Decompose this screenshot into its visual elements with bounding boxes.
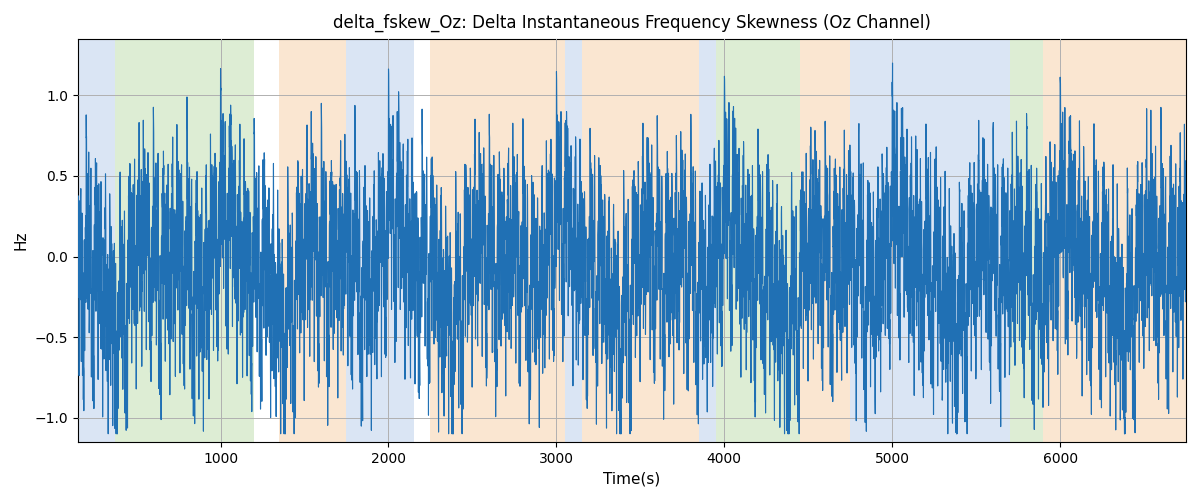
Bar [716,39,800,442]
Title: delta_fskew_Oz: Delta Instantaneous Frequency Skewness (Oz Channel): delta_fskew_Oz: Delta Instantaneous Freq… [334,14,931,32]
Bar [700,39,716,442]
Bar [1009,39,1043,442]
Bar [1043,39,1186,442]
Y-axis label: Hz: Hz [14,230,29,250]
Bar [347,39,414,442]
Bar [115,39,254,442]
Bar [565,39,582,442]
Bar [582,39,700,442]
Bar [280,39,347,442]
X-axis label: Time(s): Time(s) [604,471,660,486]
Bar [78,39,115,442]
Bar [800,39,851,442]
Bar [851,39,1009,442]
Bar [431,39,565,442]
